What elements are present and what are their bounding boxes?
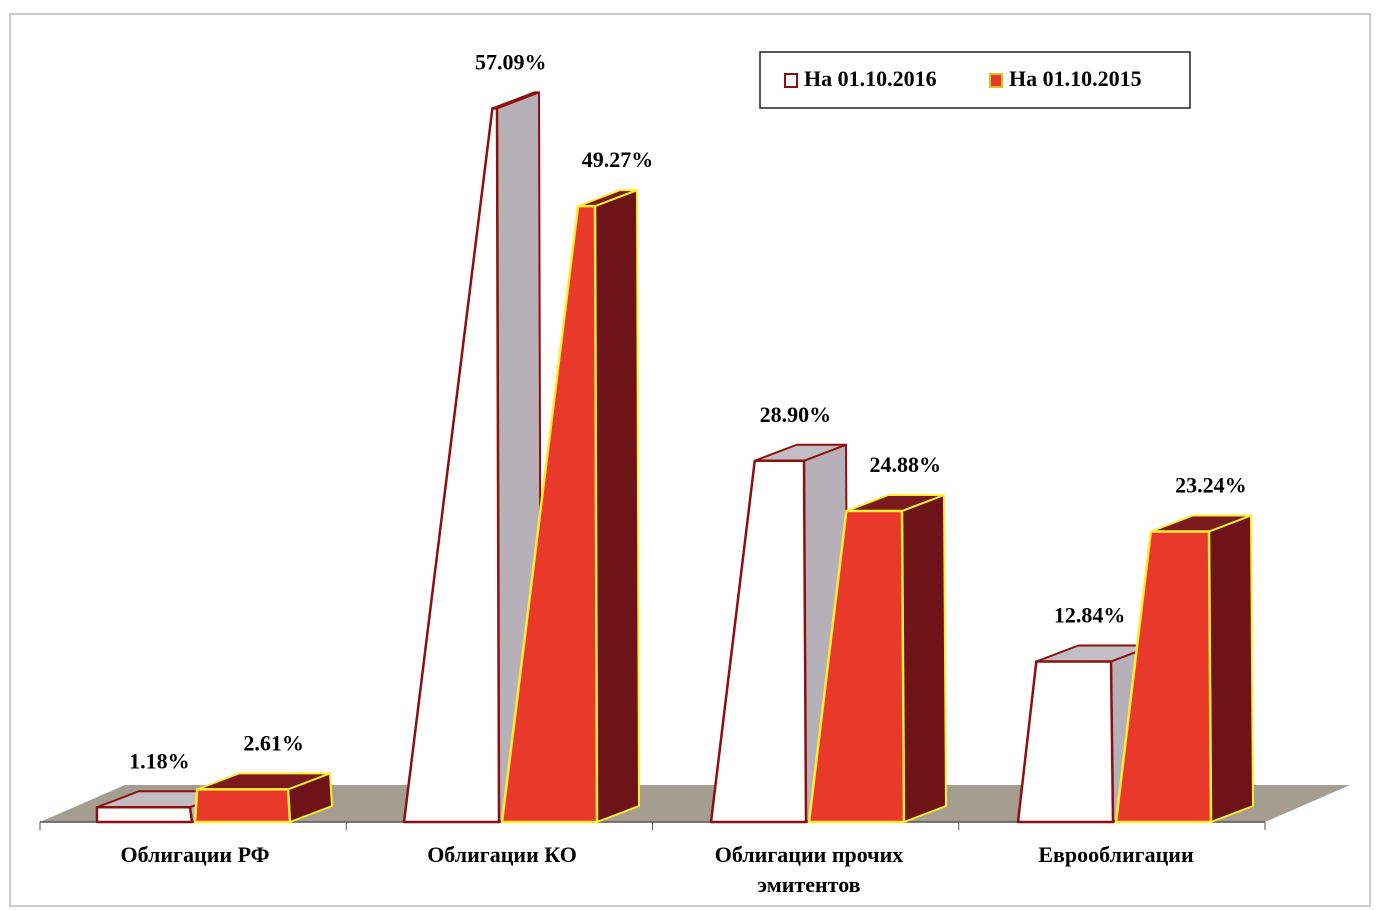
bar: [193, 772, 333, 824]
legend-swatch: [989, 73, 1003, 88]
bar: [1114, 514, 1254, 824]
data-label: 24.88%: [869, 452, 941, 477]
legend-label: На 01.10.2015: [1009, 66, 1142, 91]
bar: [807, 494, 947, 824]
bar-front: [402, 107, 501, 824]
x-tick-label: Еврооблигации: [1038, 842, 1194, 867]
bar-side: [594, 189, 640, 823]
bar-front: [1114, 530, 1213, 824]
bar-front: [709, 459, 808, 824]
legend-box: [759, 51, 1191, 109]
bar: [500, 189, 640, 824]
data-label: 23.24%: [1175, 473, 1247, 498]
bar-side: [901, 494, 947, 823]
x-tick-label: Облигации КО: [427, 842, 577, 867]
bar-front: [193, 788, 292, 824]
data-label: 28.90%: [760, 402, 832, 427]
bar-front: [95, 806, 194, 824]
legend-label: На 01.10.2016: [804, 66, 937, 91]
bar-front: [807, 509, 906, 824]
x-tick-label: Облигации РФ: [120, 842, 270, 867]
data-label: 1.18%: [129, 748, 190, 773]
data-label: 57.09%: [475, 49, 547, 74]
bar-front: [1016, 660, 1115, 824]
bar-front: [500, 204, 599, 824]
data-label: 2.61%: [243, 730, 304, 755]
bar-side: [1208, 514, 1254, 823]
x-tick-label: Облигации прочих эмитентов: [714, 842, 904, 897]
data-label: 12.84%: [1054, 603, 1126, 628]
chart-border: [9, 13, 1371, 907]
legend-swatch: [784, 73, 798, 88]
data-label: 49.27%: [582, 147, 654, 172]
